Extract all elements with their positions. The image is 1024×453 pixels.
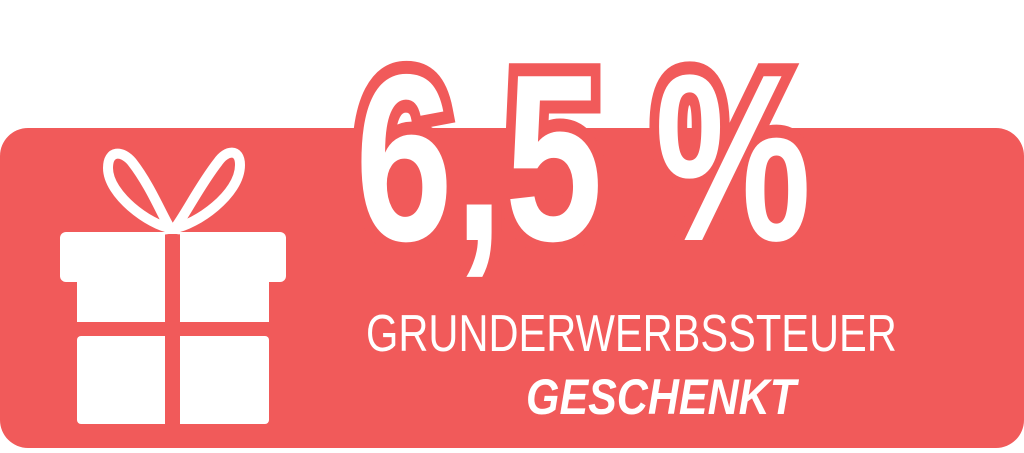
subtitle: GRUNDERWERBSSTEUER: [366, 305, 897, 363]
emphasis-text: GESCHENKT: [526, 369, 796, 425]
percentage-value: 6,5 %: [345, 26, 821, 291]
